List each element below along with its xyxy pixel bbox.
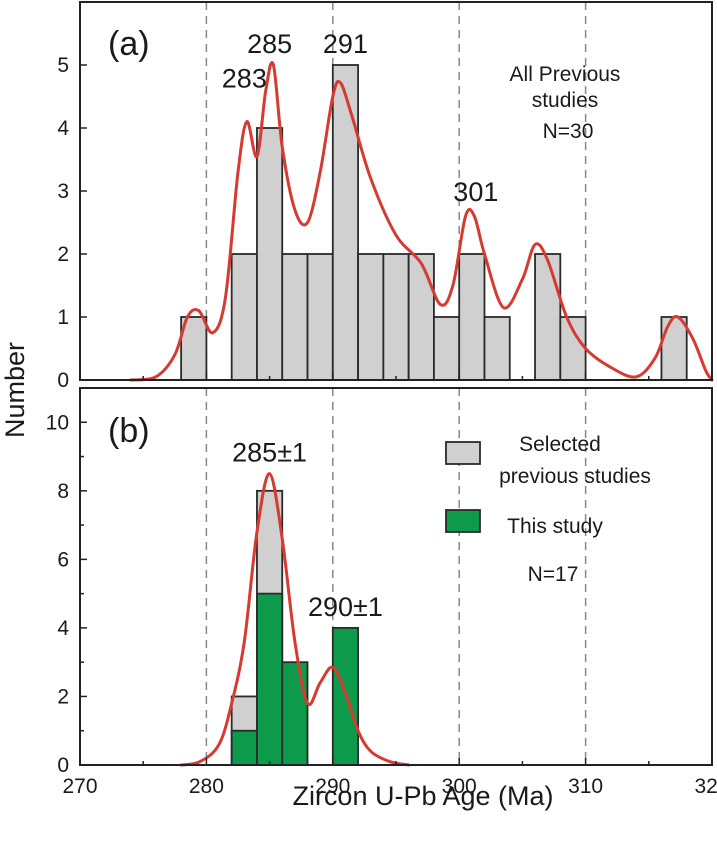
histogram-bar (331, 64, 359, 381)
density-curve (129, 61, 714, 382)
x-tick-label: 280 (189, 775, 224, 798)
peak-label: 283 (222, 64, 267, 94)
peak-label: 291 (323, 29, 368, 59)
panel-note: N=30 (543, 120, 594, 143)
x-tick-label: 290 (315, 775, 350, 798)
histogram-bar-this-study (281, 661, 309, 766)
histogram-bar (433, 316, 461, 381)
histogram-bar (180, 316, 208, 381)
y-tick-label: 2 (57, 685, 69, 708)
y-tick-label: 3 (57, 180, 69, 203)
y-tick-label: 2 (57, 243, 69, 266)
y-tick-label: 1 (57, 306, 69, 329)
plot-frame (79, 387, 713, 766)
histogram-bar (230, 253, 258, 381)
histogram-bar (660, 316, 688, 381)
y-tick-label: 4 (57, 617, 69, 640)
legend-label: Selected (519, 433, 601, 456)
panel-label: (b) (108, 412, 150, 450)
peak-label: 290±1 (308, 592, 383, 622)
histogram-bar (407, 253, 435, 381)
x-tick-label: 320 (694, 775, 717, 798)
legend-swatch (445, 441, 481, 465)
legend-label: This study (507, 515, 603, 538)
legend-label: previous studies (499, 465, 651, 488)
panel-label: (a) (108, 25, 150, 63)
legend-swatch (445, 509, 481, 533)
histogram-bar-this-study (256, 592, 284, 766)
y-tick-label: 10 (46, 411, 69, 434)
panel-note: N=17 (528, 563, 579, 586)
histogram-bar (357, 253, 385, 381)
y-tick-label: 4 (57, 117, 69, 140)
x-tick-label: 270 (62, 775, 97, 798)
panel-note: All Previous (510, 63, 621, 86)
panel-a: 0 1 2 3 4 5 (a) 283 285 291 301 All Previous studies… (57, 1, 714, 392)
y-axis-title: Number (0, 342, 30, 438)
histogram-bar (256, 127, 284, 381)
y-tick-label: 0 (57, 754, 69, 777)
density-curve (179, 472, 411, 767)
y-tick-label: 0 (57, 369, 69, 392)
shared-x-axis: 270 280 290 300 310 320 (62, 775, 717, 798)
histogram-bar (382, 253, 410, 381)
histogram-bar-this-study (230, 729, 258, 766)
histogram-bar (483, 316, 511, 381)
x-tick-label: 300 (442, 775, 477, 798)
peak-label: 285 (247, 29, 292, 59)
y-tick-label: 8 (57, 480, 69, 503)
x-axis-title: Zircon U-Pb Age (Ma) (292, 781, 553, 811)
peak-label: 301 (453, 177, 498, 207)
histogram-bar (458, 253, 486, 381)
panel-b: 0 2 4 6 8 10 (b) 285±1 290±1 Selected previous stu… (46, 387, 713, 777)
x-tick-label: 310 (568, 775, 603, 798)
histogram-bar (534, 253, 562, 381)
peak-label: 285±1 (232, 438, 307, 468)
histogram-bar (306, 253, 334, 381)
panel-note: studies (532, 89, 599, 112)
histogram-bar (559, 316, 587, 381)
y-tick-label: 5 (57, 54, 69, 77)
y-tick-label: 6 (57, 548, 69, 571)
histogram-bar (281, 253, 309, 381)
